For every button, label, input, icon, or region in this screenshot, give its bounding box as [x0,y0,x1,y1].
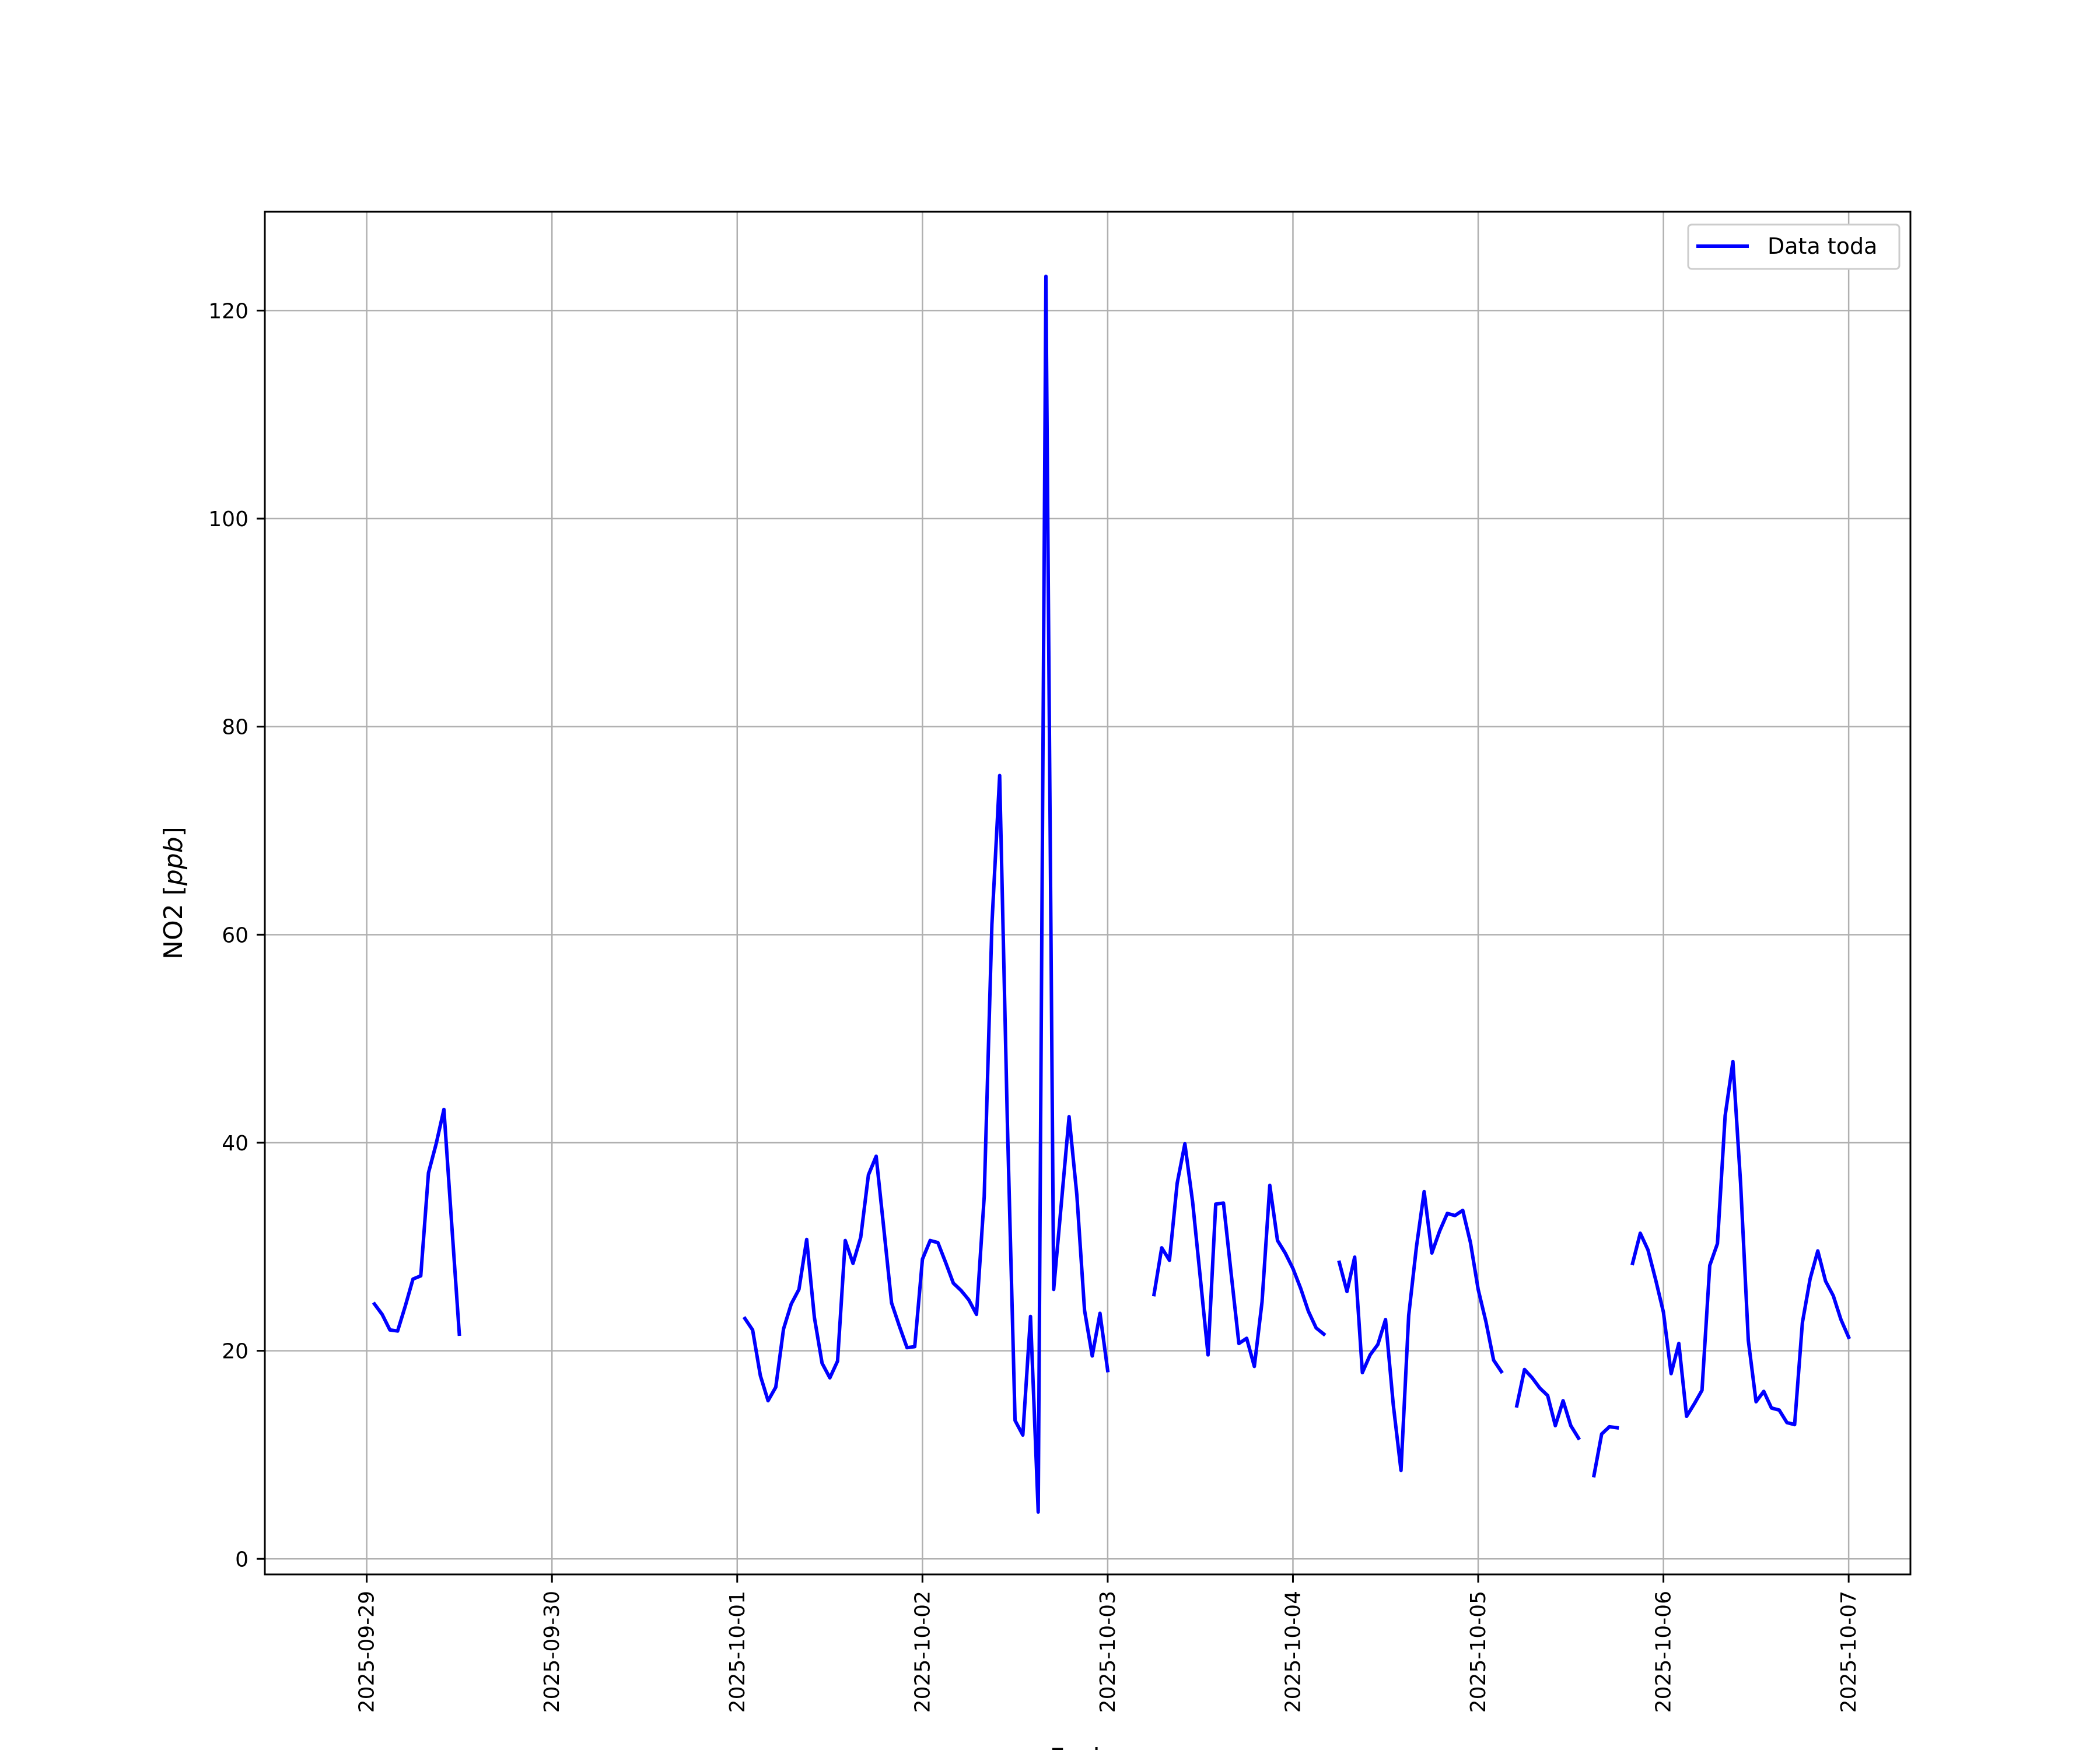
grid-lines [265,212,1910,1574]
y-axis-title-unit: ppb [159,836,188,886]
y-axis: 0 20 40 60 80 100 120 [208,299,265,1572]
x-tick-label-2025-10-05: 2025-10-05 [1466,1591,1490,1713]
series-line-data-toda-segment-4 [1337,1189,1504,1472]
y-tick-label-100: 100 [208,508,249,531]
legend-label-data-toda: Data toda [1768,233,1877,259]
series-line-data-toda-segment-2 [742,274,1110,1514]
y-tick-label-80: 80 [222,716,249,740]
legend: Data toda [1687,223,1901,270]
y-tick-label-0: 0 [235,1548,249,1572]
series-line-data-toda-segment-1 [372,1107,461,1336]
y-tick-label-120: 120 [208,299,249,323]
y-axis-title: NO2 [ppb] [159,827,188,960]
y-tick-label-40: 40 [222,1132,249,1156]
plot-frame [264,211,1912,1576]
y-tick-label-60: 60 [222,923,249,947]
x-axis-title: Fecha [1049,1743,1125,1750]
data-series-lines [372,274,1852,1514]
y-tick-label-20: 20 [222,1340,249,1364]
x-tick-label-2025-10-01: 2025-10-01 [726,1591,750,1713]
series-line-data-toda-segment-7 [1630,1059,1852,1427]
series-line-data-toda-segment-3 [1152,1142,1326,1368]
y-axis-title-suffix: ] [159,827,188,836]
x-tick-label-2025-10-03: 2025-10-03 [1096,1591,1120,1713]
x-axis: 2025-09-29 2025-09-30 2025-10-01 2025-10-02… [355,1574,1861,1713]
plot-area [265,212,1910,1574]
x-tick-label-2025-10-06: 2025-10-06 [1652,1591,1676,1713]
x-tick-label-2025-10-04: 2025-10-04 [1281,1591,1305,1713]
legend-box [1687,223,1901,270]
x-tick-label-2025-09-29: 2025-09-29 [355,1591,379,1713]
series-line-data-toda-segment-5 [1514,1367,1581,1441]
x-tick-label-2025-10-07: 2025-10-07 [1837,1591,1861,1713]
y-axis-title-prefix: NO2 [ [159,886,188,960]
x-tick-label-2025-09-30: 2025-09-30 [540,1591,564,1713]
series-line-data-toda-segment-6 [1592,1424,1619,1478]
x-tick-label-2025-10-02: 2025-10-02 [911,1591,935,1713]
